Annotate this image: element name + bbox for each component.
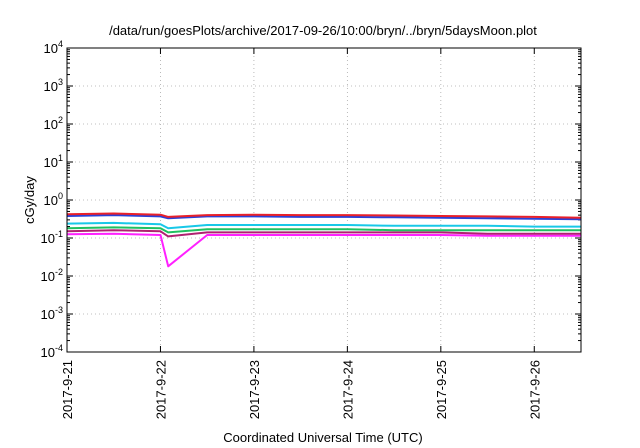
y-tick-label: 10-2: [41, 267, 63, 284]
x-tick-label: 2017-9-21: [60, 360, 75, 419]
grid-lines: [66, 47, 581, 353]
y-tick-label: 10-3: [41, 305, 63, 322]
x-tick-label: 2017-9-23: [247, 360, 262, 419]
series-line-2: [66, 214, 582, 221]
chart-title: /data/run/goesPlots/archive/2017-09-26/1…: [109, 23, 537, 38]
y-tick-label: 10-4: [41, 343, 63, 360]
y-tick-label: 101: [44, 153, 63, 170]
y-tick-label: 104: [44, 39, 63, 56]
series-line-1: [66, 212, 582, 219]
series-line-6: [66, 232, 581, 268]
y-axis-title: cGy/day: [22, 176, 37, 224]
x-tick-label: 2017-9-25: [434, 360, 449, 419]
x-tick-labels: 2017-9-21 2017-9-22 2017-9-23 2017-9-24 2017…: [60, 360, 542, 419]
plot-frame: [66, 47, 582, 353]
x-tick-label: 2017-9-26: [527, 360, 542, 419]
x-axis-title: Coordinated Universal Time (UTC): [223, 430, 422, 445]
y-tick-label: 10-1: [41, 229, 63, 246]
series-lines: [66, 212, 582, 268]
y-tick-label: 103: [44, 77, 63, 94]
series-line-4: [66, 226, 581, 234]
y-tick-label: 102: [44, 115, 63, 132]
series-line-3: [66, 221, 581, 230]
x-tick-label: 2017-9-22: [153, 360, 168, 419]
series-line-5: [66, 229, 581, 238]
x-tick-label: 2017-9-24: [340, 360, 355, 419]
y-tick-label: 100: [44, 191, 63, 208]
y-tick-labels: 10-4 10-3 10-2 10-1 100 101 102 103 104: [41, 39, 63, 360]
